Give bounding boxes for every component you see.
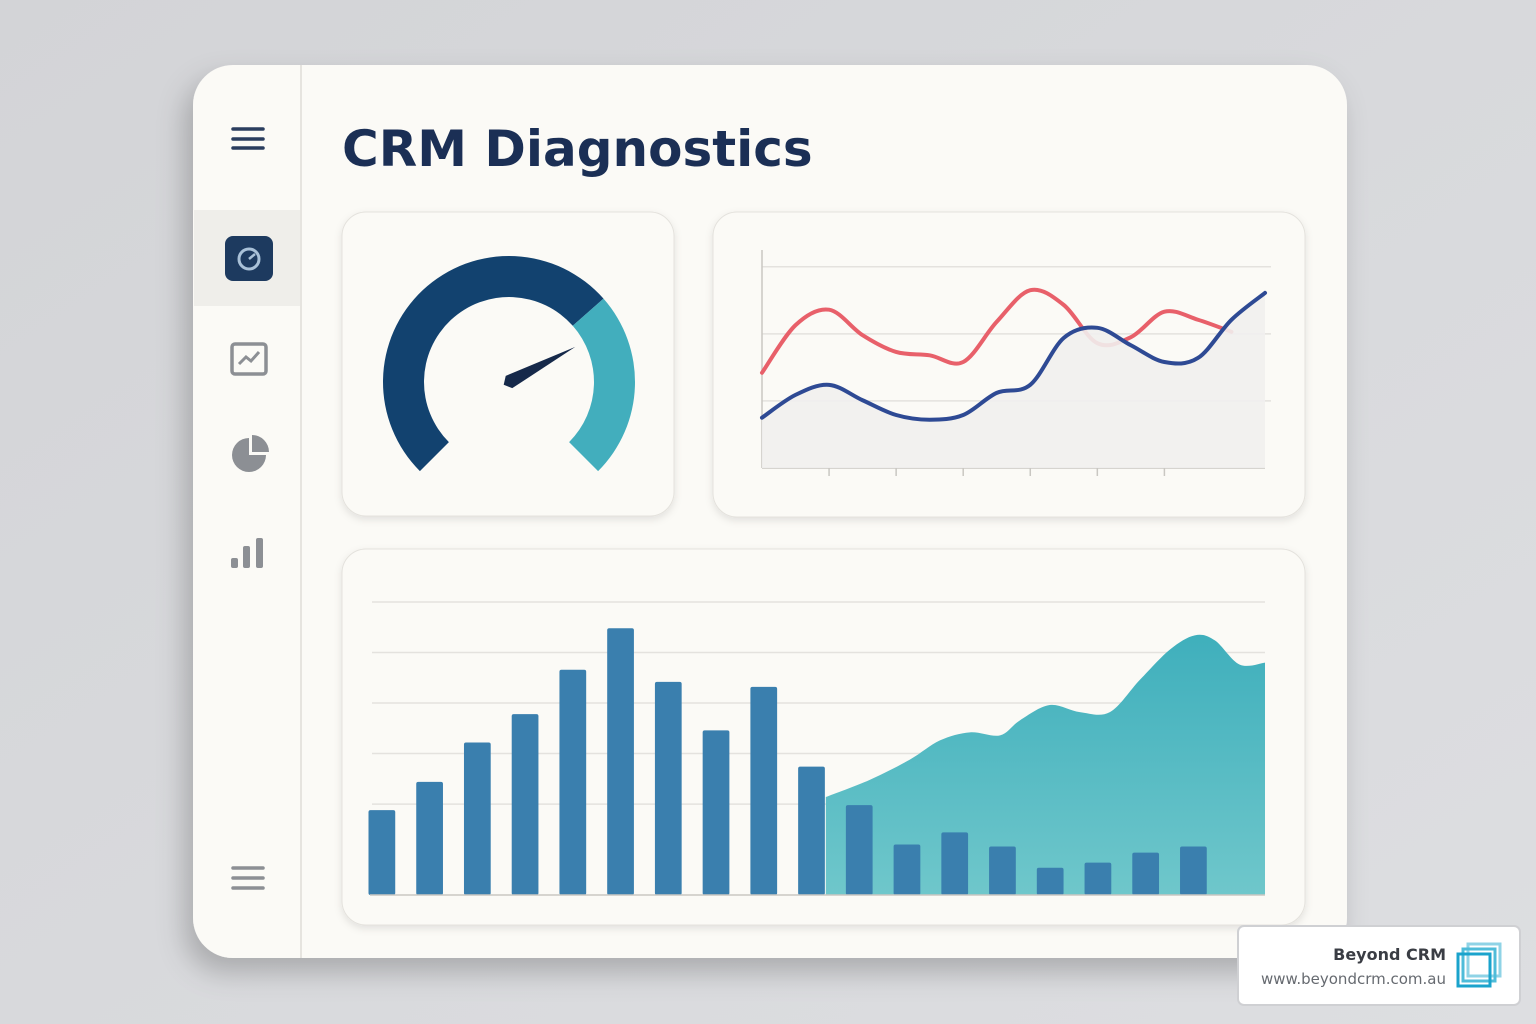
- bar: [654, 681, 682, 895]
- bar: [750, 686, 778, 895]
- gauge-needle: [503, 346, 576, 389]
- nav-gauge[interactable]: [225, 236, 273, 281]
- gauge-zone: [569, 298, 635, 472]
- badge-logo: [1456, 942, 1502, 988]
- bar: [702, 730, 730, 895]
- bar: [1132, 852, 1160, 895]
- page-title: CRM Diagnostics: [342, 120, 813, 178]
- line-series: [760, 287, 1234, 375]
- bar: [989, 846, 1016, 895]
- bar: [1180, 846, 1207, 895]
- line-series: [760, 290, 1267, 422]
- badge-name: Beyond CRM: [1333, 945, 1446, 964]
- nav-report[interactable]: [230, 342, 268, 376]
- menu-icon[interactable]: [231, 127, 265, 150]
- line-area: [762, 292, 1265, 468]
- settings-icon[interactable]: [231, 866, 265, 890]
- nav-pie[interactable]: [232, 435, 269, 472]
- bar: [798, 766, 825, 895]
- bar: [368, 810, 396, 895]
- badge-url: www.beyondcrm.com.au: [1261, 970, 1446, 988]
- charts: [368, 250, 1271, 896]
- bar: [511, 714, 539, 895]
- bar: [1036, 867, 1064, 895]
- badge: [1237, 925, 1521, 1006]
- bar: [893, 844, 921, 895]
- bar: [607, 628, 634, 895]
- bar: [1084, 862, 1112, 895]
- bar: [941, 832, 969, 895]
- bar: [463, 742, 491, 895]
- area: [825, 634, 1265, 895]
- nav-bars[interactable]: [231, 538, 263, 568]
- gauge-zone: [383, 256, 604, 472]
- bar: [416, 781, 443, 895]
- bar: [845, 805, 873, 895]
- bar: [559, 669, 587, 895]
